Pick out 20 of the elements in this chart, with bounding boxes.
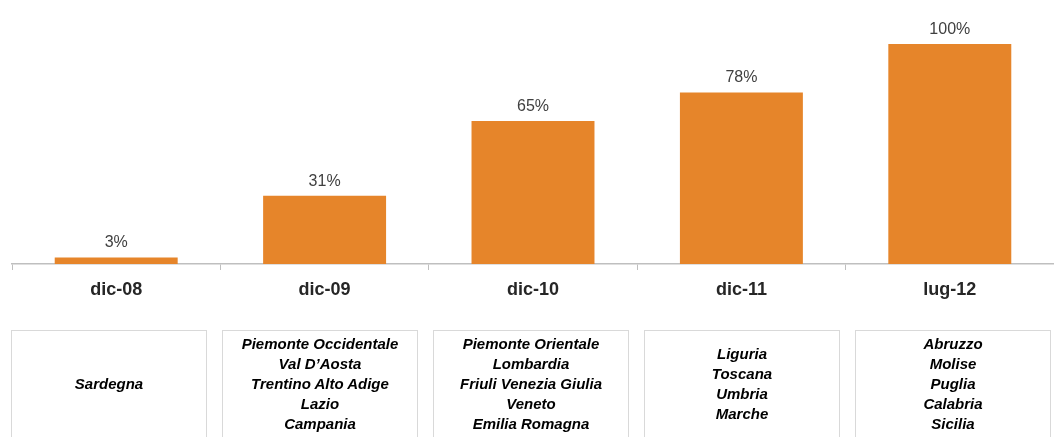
x-tick-label: dic-08 (90, 278, 143, 299)
data-label: 65% (516, 97, 550, 114)
label-box: Liguria Toscana Umbria Marche (644, 330, 840, 437)
x-tick-label: lug-12 (923, 278, 977, 299)
label-box: Sardegna (11, 330, 207, 437)
x-tick-label: dic-09 (298, 278, 351, 299)
bar (54, 257, 178, 264)
data-label: 78% (725, 68, 758, 86)
data-label: 31% (308, 171, 341, 189)
bar (679, 92, 803, 264)
label-box: Abruzzo Molise Puglia Calabria Sicilia (855, 330, 1051, 437)
data-label: 3% (104, 233, 128, 251)
label-box: Piemonte Orientale Lombardia Friuli Venezia Giulia Veneto Emilia Romagna (433, 330, 629, 437)
bar (888, 44, 1012, 264)
bar (263, 195, 387, 264)
x-tick-label: dic-11 (715, 278, 767, 299)
bar (471, 121, 595, 264)
data-label: 100% (929, 20, 971, 37)
label-box: Piemonte Occidentale Val D’Aosta Trentino Alto Adige Lazio Campania (222, 330, 418, 437)
x-tick-label: dic-10 (506, 278, 560, 299)
